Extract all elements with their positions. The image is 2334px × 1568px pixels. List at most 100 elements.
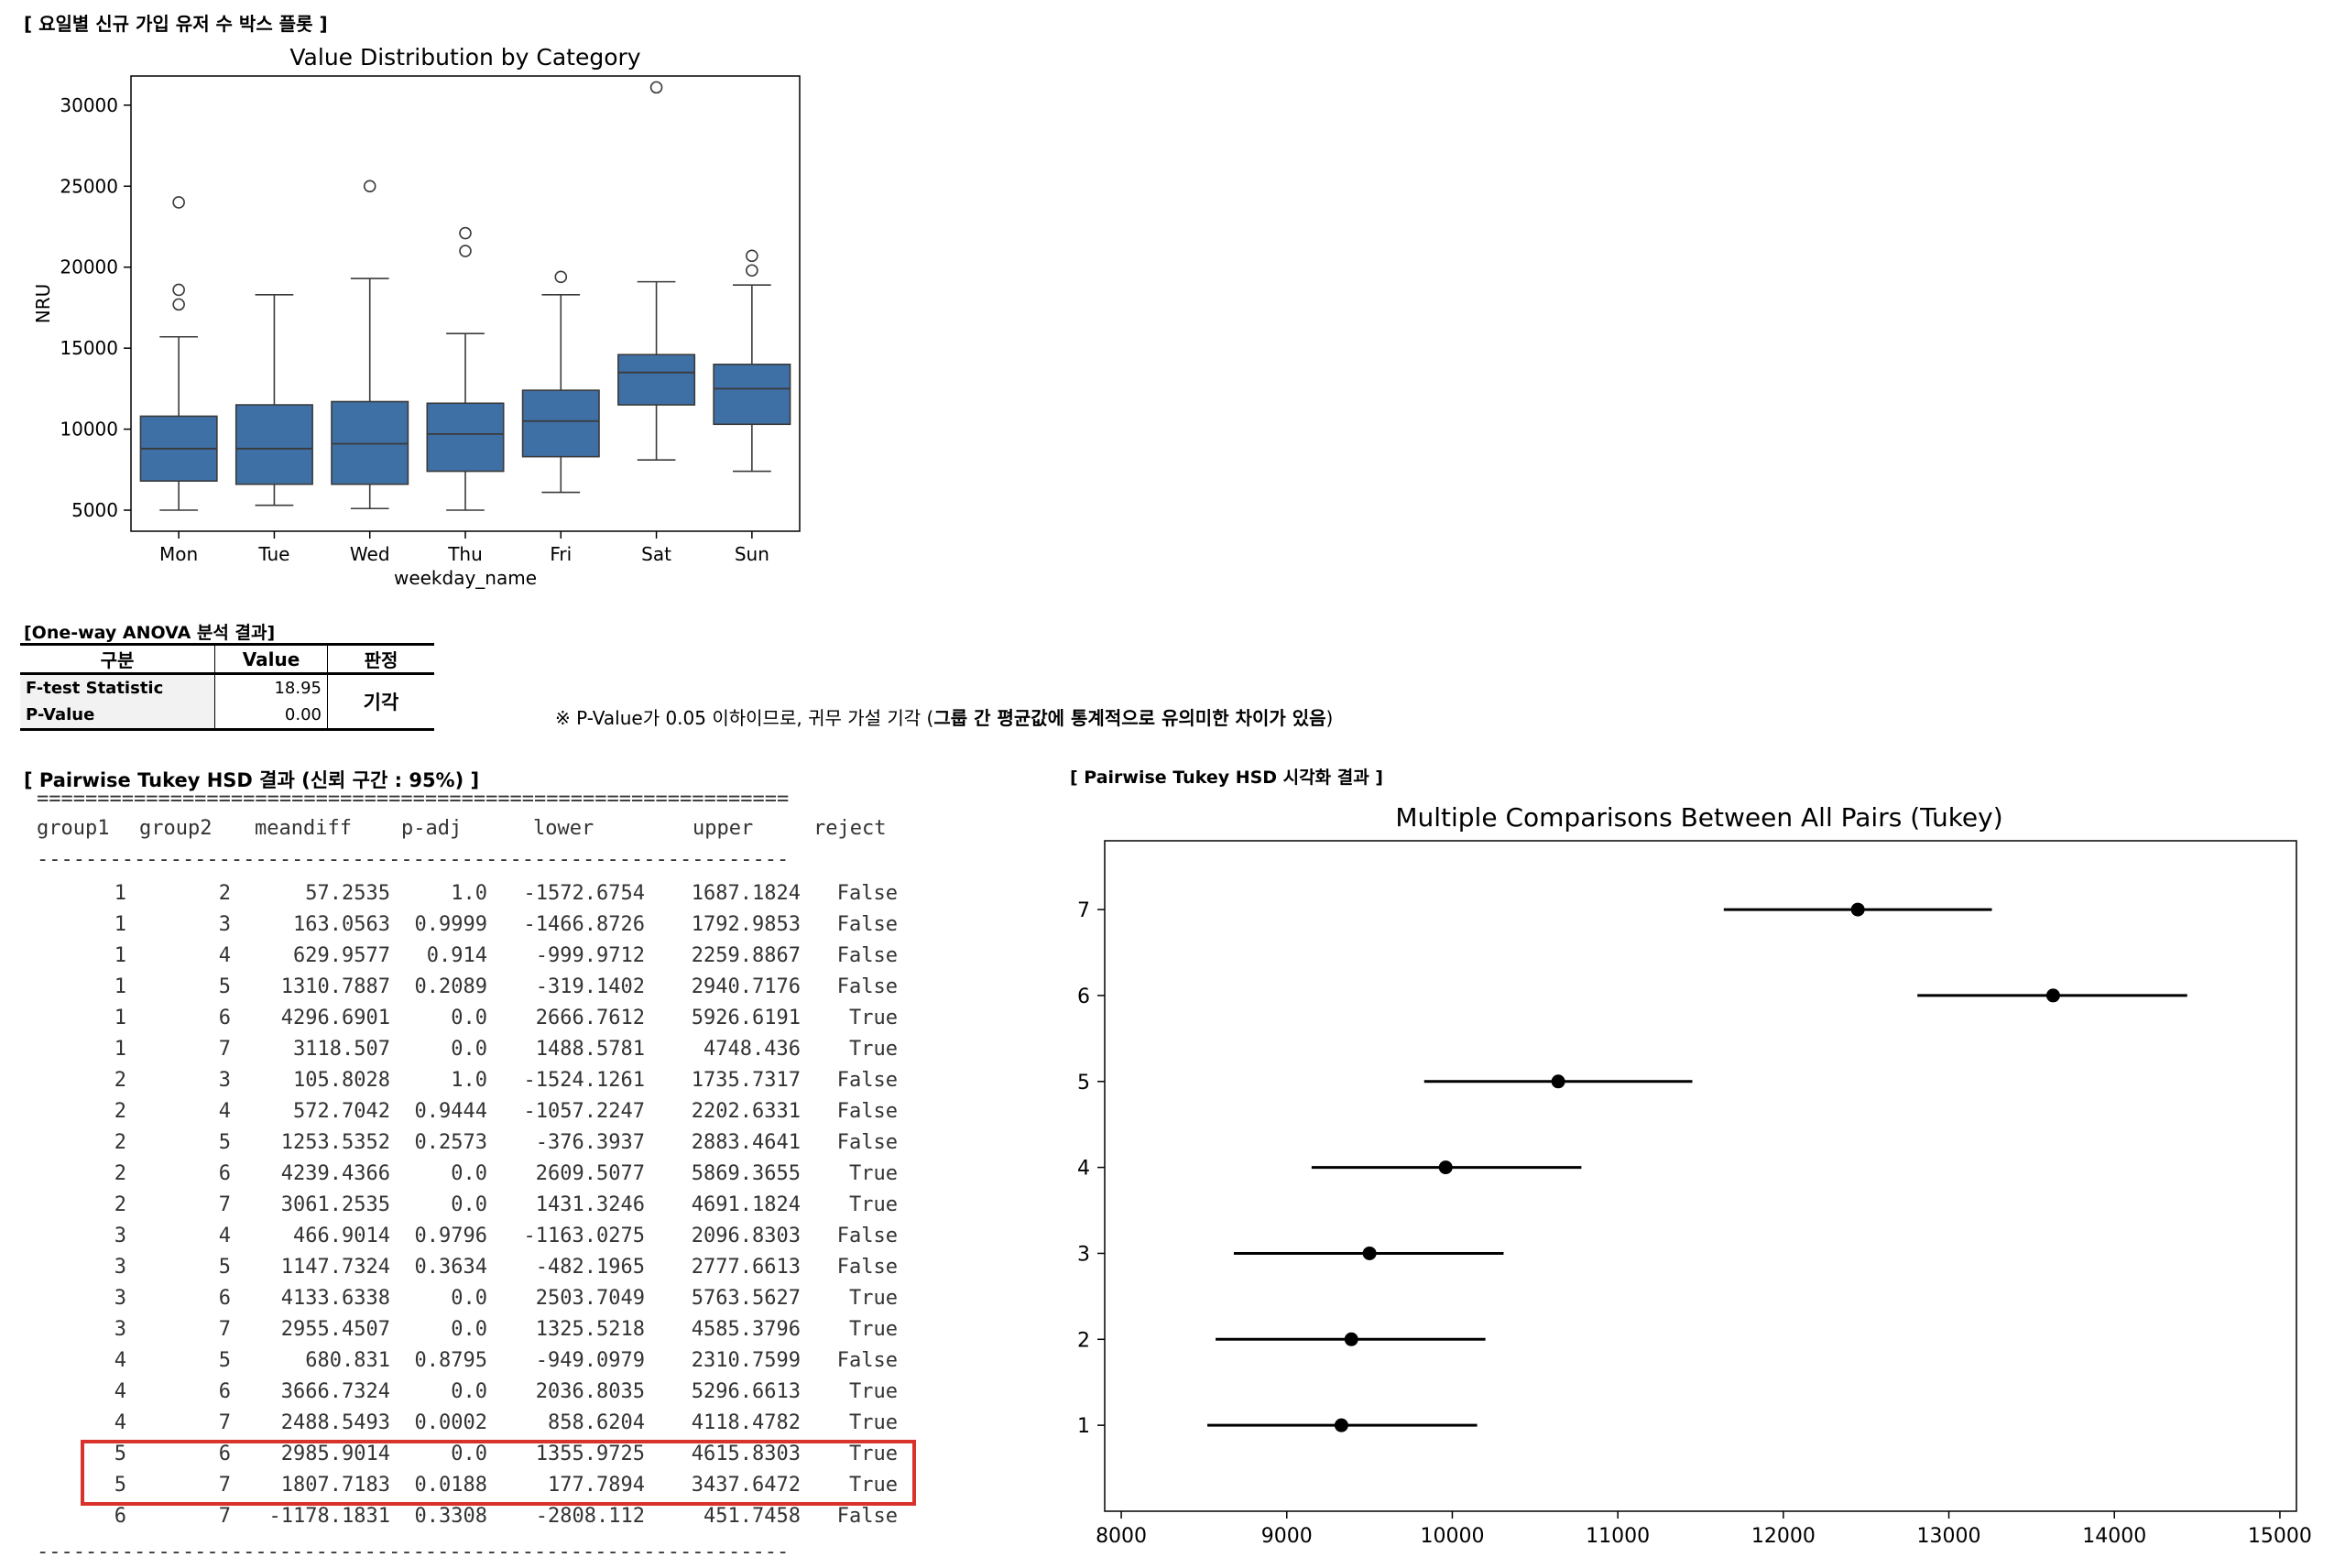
tukey-cell-p-adj: 0.0 [451,1318,487,1341]
tukey-cell-group2: 7 [218,1038,231,1061]
tukey-header-lower: lower [533,817,594,840]
tukey-cell-reject: True [849,1162,898,1185]
tukey-cell-reject: False [836,1131,898,1154]
outlier-point [746,249,758,263]
anova-value: 0.00 [214,702,328,730]
tukey-cell-meandiff: 2488.5493 [280,1411,390,1434]
tukey-cell-meandiff: 680.831 [305,1349,390,1372]
note-prefix: ※ P-Value가 0.05 이하이므로, 귀무 가설 기각 ( [555,707,934,729]
tukey-cell-group1: 5 [114,1443,126,1465]
tukey-cell-reject: True [849,1287,898,1310]
x-tick-label: 10000 [1420,1525,1484,1548]
tukey-cell-group2: 6 [218,1287,231,1310]
tukey-cell-group2: 6 [218,1162,231,1185]
x-tick-label: Thu [447,543,483,565]
tukey-cell-group2: 5 [218,1349,231,1372]
tukey-cell-upper: 2310.7599 [691,1349,801,1372]
anova-header-category: 구분 [20,644,215,674]
anova-value: 18.95 [214,673,328,702]
tukey-cell-p-adj: 0.2573 [414,1131,487,1154]
tukey-cell-meandiff: 1310.7887 [280,975,390,998]
anova-row-ftest: F-test Statistic 18.95 기각 [20,673,434,713]
tukey-header-p-adj: p-adj [401,817,463,840]
tukey-cell-meandiff: 4133.6338 [280,1287,390,1310]
tukey-cell-reject: True [849,1474,898,1497]
box-thu [426,402,505,473]
y-tick-label: 30000 [60,94,118,116]
x-tick-label: 12000 [1751,1525,1816,1548]
tukey-cell-upper: 2883.4641 [691,1131,801,1154]
y-tick-label: 4 [1077,1158,1090,1181]
boxplot-section-title: [ 요일별 신규 가입 유저 수 박스 플롯 ] [24,13,328,35]
anova-header-value: Value [214,644,328,674]
x-tick-label: Mon [159,543,198,565]
tukey-cell-lower: -1163.0275 [523,1225,645,1247]
tukey-cell-group1: 5 [114,1474,126,1497]
tukey-cell-group1: 2 [114,1131,126,1154]
tukey-row: 2 6 4239.4366 0.0 2609.5077 5869.3655 True [0,1162,916,1193]
tukey-cell-reject: True [849,1380,898,1403]
tukey-cell-group2: 5 [218,1256,231,1279]
x-tick-label: 9000 [1261,1525,1313,1548]
y-tick-label: 3 [1077,1243,1090,1266]
tukey-cell-group2: 2 [218,882,231,905]
tukey-cell-meandiff: 105.8028 [293,1069,390,1092]
tukey-cell-group2: 7 [218,1411,231,1434]
x-tick-label: Sun [735,543,769,565]
box-sat [617,354,696,406]
tukey-cell-reject: True [849,1193,898,1216]
tukey-cell-group1: 3 [114,1287,126,1310]
tukey-cell-upper: 2940.7176 [691,975,801,998]
outlier-point [459,226,472,240]
tukey-cell-group1: 1 [114,1007,126,1029]
tukey-cell-lower: 177.7894 [548,1474,645,1497]
tukey-row: 2 4 572.7042 0.9444 -1057.2247 2202.6331 False [0,1100,916,1131]
tukey-cell-group1: 1 [114,1038,126,1061]
tukey-cell-lower: 1355.9725 [535,1443,645,1465]
tukey-row: 1 6 4296.6901 0.0 2666.7612 5926.6191 True [0,1007,916,1038]
tukey-cell-reject: False [836,1349,898,1372]
y-tick-label: 6 [1077,985,1090,1008]
tukey-rule-mid: ----------------------------------------… [37,848,790,871]
box-tue [234,404,313,485]
tukey-row: 5 7 1807.7183 0.0188 177.7894 3437.6472 True [0,1474,916,1505]
tukey-table-body: 1 2 57.2535 1.0 -1572.6754 1687.1824 False 1 3 16… [0,0,916,1568]
tukey-cell-upper: 1687.1824 [691,882,801,905]
tukey-cell-upper: 1792.9853 [691,913,801,936]
tukey-cell-group1: 3 [114,1225,126,1247]
tukey-cell-group1: 1 [114,913,126,936]
boxplot-chart: 5000 10000 15000 20000 25000 30000 Mon Tue Wed Th… [32,75,801,589]
significant-rows-highlight [81,1440,916,1506]
tukey-row: 2 3 105.8028 1.0 -1524.1261 1735.7317 False [0,1069,916,1100]
tukey-cell-meandiff: 57.2535 [305,882,390,905]
tukey-cell-meandiff: -1178.1831 [268,1505,390,1528]
tukey-header-upper: upper [693,817,754,840]
tukey-row: 3 4 466.9014 0.9796 -1163.0275 2096.8303 False [0,1225,916,1256]
mean-point-3 [1362,1246,1377,1260]
y-tick-label: 2 [1077,1329,1090,1352]
tukey-cell-reject: False [836,1069,898,1092]
anova-label: P-Value [20,702,215,730]
tukey-cell-reject: True [849,1038,898,1061]
y-tick-label: 25000 [60,175,118,197]
outlier-point [172,196,185,209]
tukey-cell-group1: 2 [114,1100,126,1123]
tukey-cell-group1: 2 [114,1193,126,1216]
x-tick-label: 15000 [2248,1525,2312,1548]
x-tick-label: 14000 [2082,1525,2146,1548]
mean-point-6 [2045,988,2060,1003]
tukey-cell-group1: 2 [114,1162,126,1185]
tukey-cell-group2: 6 [218,1380,231,1403]
tukey-cell-lower: 858.6204 [548,1411,645,1434]
tukey-cell-p-adj: 0.0002 [414,1411,487,1434]
tukey-cell-upper: 2202.6331 [691,1100,801,1123]
box-fri [521,389,600,458]
x-tick-label: Fri [550,543,572,565]
tukey-cell-p-adj: 0.0 [451,1443,487,1465]
tukey-cell-lower: -319.1402 [535,975,645,998]
tukey-cell-meandiff: 1147.7324 [280,1256,390,1279]
tukey-cell-reject: False [836,1256,898,1279]
tukey-cell-upper: 451.7458 [703,1505,801,1528]
y-tick-label: 15000 [60,337,118,359]
tukey-cell-reject: False [836,1505,898,1528]
